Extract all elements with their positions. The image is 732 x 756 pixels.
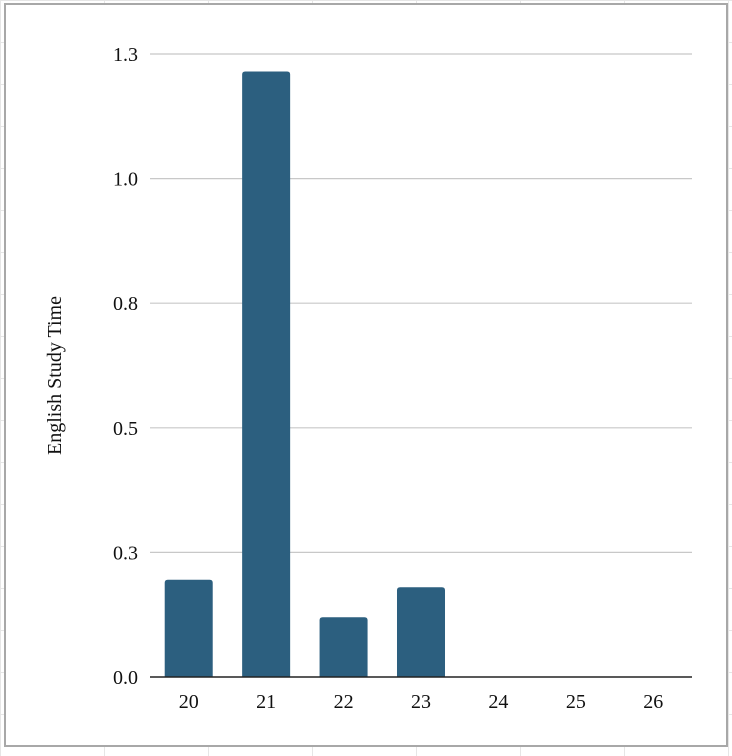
x-tick-label: 21	[256, 691, 276, 713]
x-tick-label: 20	[179, 691, 199, 713]
y-tick-label: 1.0	[113, 169, 138, 191]
y-tick-label: 0.5	[113, 418, 138, 440]
bars	[164, 71, 446, 678]
bar-23[interactable]	[396, 587, 446, 677]
y-tick-labels: 0.0 0.3 0.5 0.8 1.0 1.3	[113, 44, 138, 689]
y-axis-title: English Study Time	[44, 296, 66, 455]
y-tick-label: 0.8	[113, 293, 138, 315]
x-tick-label: 22	[334, 691, 354, 713]
bar-20[interactable]	[164, 579, 213, 677]
y-tick-label: 0.3	[113, 542, 138, 564]
x-tick-labels: 20 21 22 23 24 25 26	[179, 691, 664, 713]
x-tick-label: 24	[488, 691, 508, 713]
bar-21[interactable]	[242, 71, 291, 678]
y-tick-label: 1.3	[113, 44, 138, 66]
x-tick-label: 26	[643, 691, 663, 713]
bar-22[interactable]	[319, 617, 368, 677]
y-tick-label: 0.0	[113, 667, 138, 689]
gridlines	[150, 53, 692, 554]
x-tick-label: 23	[411, 691, 431, 713]
x-tick-label: 25	[566, 691, 586, 713]
